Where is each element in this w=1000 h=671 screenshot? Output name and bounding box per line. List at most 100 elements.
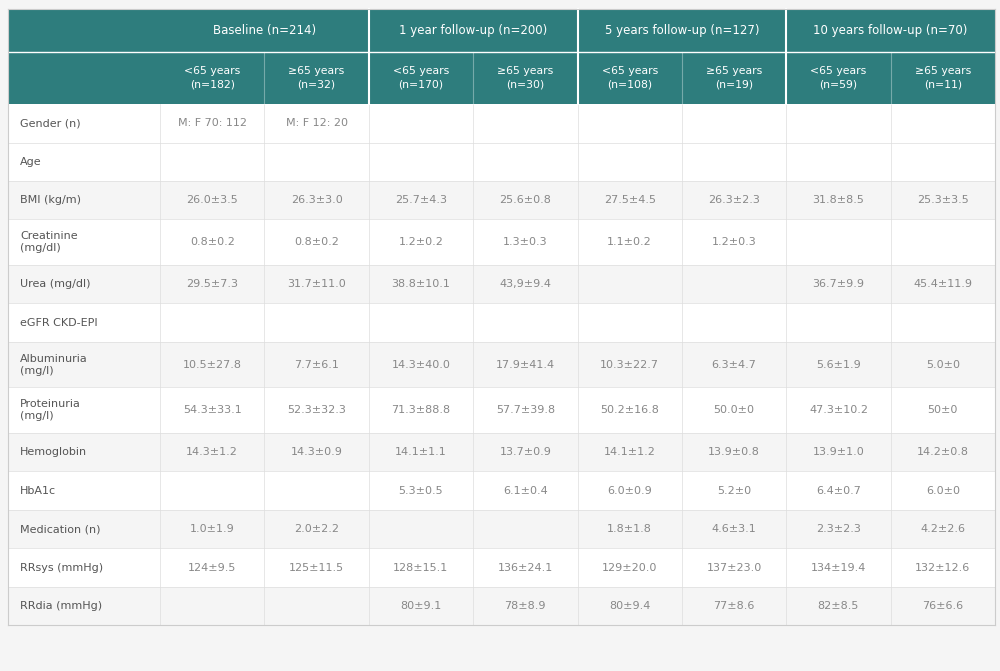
Text: 6.4±0.7: 6.4±0.7 (816, 486, 861, 496)
Text: ≥65 years
(n=19): ≥65 years (n=19) (706, 66, 762, 90)
Bar (8, 52, 995, 104)
Text: Medication (n): Medication (n) (20, 524, 100, 534)
Text: Urea (mg/dl): Urea (mg/dl) (20, 279, 90, 289)
Text: 17.9±41.4: 17.9±41.4 (496, 360, 555, 370)
Text: 1.3±0.3: 1.3±0.3 (503, 238, 548, 247)
Text: 52.3±32.3: 52.3±32.3 (287, 405, 346, 415)
Text: <65 years
(n=182): <65 years (n=182) (184, 66, 240, 90)
Text: 45.4±11.9: 45.4±11.9 (913, 279, 972, 289)
Text: 36.7±9.9: 36.7±9.9 (812, 279, 864, 289)
Text: 6.3±4.7: 6.3±4.7 (712, 360, 757, 370)
Text: 82±8.5: 82±8.5 (818, 601, 859, 611)
Text: 125±11.5: 125±11.5 (289, 563, 344, 573)
Text: ≥65 years
(n=30): ≥65 years (n=30) (497, 66, 553, 90)
Bar (8, 433, 995, 472)
Text: 136±24.1: 136±24.1 (498, 563, 553, 573)
Text: 47.3±10.2: 47.3±10.2 (809, 405, 868, 415)
Text: 25.6±0.8: 25.6±0.8 (499, 195, 551, 205)
Text: 25.3±3.5: 25.3±3.5 (917, 195, 969, 205)
Bar (8, 587, 995, 625)
Text: 31.8±8.5: 31.8±8.5 (812, 195, 864, 205)
Text: M: F 12: 20: M: F 12: 20 (286, 118, 348, 128)
Text: <65 years
(n=170): <65 years (n=170) (393, 66, 449, 90)
Text: 132±12.6: 132±12.6 (915, 563, 970, 573)
Text: RRdia (mmHg): RRdia (mmHg) (20, 601, 102, 611)
Text: BMI (kg/m): BMI (kg/m) (20, 195, 81, 205)
Bar (8, 265, 995, 303)
Bar (8, 104, 995, 142)
Text: 50.2±16.8: 50.2±16.8 (600, 405, 659, 415)
Text: 1.2±0.2: 1.2±0.2 (398, 238, 443, 247)
Text: Hemoglobin: Hemoglobin (20, 448, 87, 457)
Bar (8, 342, 995, 387)
Text: Proteinuria
(mg/l): Proteinuria (mg/l) (20, 399, 81, 421)
Text: 137±23.0: 137±23.0 (706, 563, 762, 573)
Text: 10.5±27.8: 10.5±27.8 (183, 360, 242, 370)
Bar (8, 9, 995, 52)
Text: 5.3±0.5: 5.3±0.5 (399, 486, 443, 496)
Text: 43,9±9.4: 43,9±9.4 (499, 279, 551, 289)
Text: 14.1±1.1: 14.1±1.1 (395, 448, 447, 457)
Text: 26.0±3.5: 26.0±3.5 (186, 195, 238, 205)
Text: 38.8±10.1: 38.8±10.1 (391, 279, 450, 289)
Text: 5 years follow-up (n=127): 5 years follow-up (n=127) (605, 24, 759, 37)
Text: 128±15.1: 128±15.1 (393, 563, 449, 573)
Text: 2.3±2.3: 2.3±2.3 (816, 524, 861, 534)
Text: 0.8±0.2: 0.8±0.2 (294, 238, 339, 247)
Bar (8, 548, 995, 587)
Text: 13.9±0.8: 13.9±0.8 (708, 448, 760, 457)
Text: Baseline (n=214): Baseline (n=214) (213, 24, 316, 37)
Text: 1.0±1.9: 1.0±1.9 (190, 524, 235, 534)
Text: M: F 70: 112: M: F 70: 112 (178, 118, 247, 128)
Text: 14.1±1.2: 14.1±1.2 (604, 448, 656, 457)
Text: 50±0: 50±0 (928, 405, 958, 415)
Bar (8, 472, 995, 510)
Text: 54.3±33.1: 54.3±33.1 (183, 405, 242, 415)
Text: Age: Age (20, 157, 42, 167)
Text: HbA1c: HbA1c (20, 486, 56, 496)
Text: 10.3±22.7: 10.3±22.7 (600, 360, 659, 370)
Text: 2.0±2.2: 2.0±2.2 (294, 524, 339, 534)
Text: 71.3±88.8: 71.3±88.8 (391, 405, 450, 415)
Text: 129±20.0: 129±20.0 (602, 563, 657, 573)
Text: 76±6.6: 76±6.6 (922, 601, 963, 611)
Text: 80±9.1: 80±9.1 (400, 601, 442, 611)
Bar (8, 181, 995, 219)
Text: 134±19.4: 134±19.4 (811, 563, 866, 573)
Text: Gender (n): Gender (n) (20, 118, 81, 128)
Text: 25.7±4.3: 25.7±4.3 (395, 195, 447, 205)
Text: 26.3±3.0: 26.3±3.0 (291, 195, 342, 205)
Text: 13.7±0.9: 13.7±0.9 (499, 448, 551, 457)
Text: 57.7±39.8: 57.7±39.8 (496, 405, 555, 415)
Text: 5.0±0: 5.0±0 (926, 360, 960, 370)
Bar (8, 142, 995, 181)
Text: 29.5±7.3: 29.5±7.3 (186, 279, 238, 289)
Text: 1.2±0.3: 1.2±0.3 (712, 238, 756, 247)
Text: 0.8±0.2: 0.8±0.2 (190, 238, 235, 247)
Text: 13.9±1.0: 13.9±1.0 (813, 448, 864, 457)
Text: Albuminuria
(mg/l): Albuminuria (mg/l) (20, 354, 88, 376)
Text: Creatinine
(mg/dl): Creatinine (mg/dl) (20, 231, 78, 254)
Text: 1 year follow-up (n=200): 1 year follow-up (n=200) (399, 24, 547, 37)
Text: 14.2±0.8: 14.2±0.8 (917, 448, 969, 457)
Bar (8, 303, 995, 342)
Text: 80±9.4: 80±9.4 (609, 601, 650, 611)
Text: 5.6±1.9: 5.6±1.9 (816, 360, 861, 370)
Text: 31.7±11.0: 31.7±11.0 (287, 279, 346, 289)
Text: 1.1±0.2: 1.1±0.2 (607, 238, 652, 247)
Text: 6.0±0.9: 6.0±0.9 (607, 486, 652, 496)
Text: 50.0±0: 50.0±0 (714, 405, 755, 415)
Text: <65 years
(n=59): <65 years (n=59) (810, 66, 867, 90)
Text: ≥65 years
(n=11): ≥65 years (n=11) (915, 66, 971, 90)
Text: 77±8.6: 77±8.6 (713, 601, 755, 611)
Text: eGFR CKD-EPI: eGFR CKD-EPI (20, 318, 98, 327)
Text: 5.2±0: 5.2±0 (717, 486, 751, 496)
Text: 78±8.9: 78±8.9 (505, 601, 546, 611)
Text: 7.7±6.1: 7.7±6.1 (294, 360, 339, 370)
Text: 6.0±0: 6.0±0 (926, 486, 960, 496)
Bar (8, 510, 995, 548)
Text: 4.6±3.1: 4.6±3.1 (712, 524, 756, 534)
Bar (8, 219, 995, 265)
Text: 14.3±1.2: 14.3±1.2 (186, 448, 238, 457)
Text: 14.3±0.9: 14.3±0.9 (291, 448, 342, 457)
